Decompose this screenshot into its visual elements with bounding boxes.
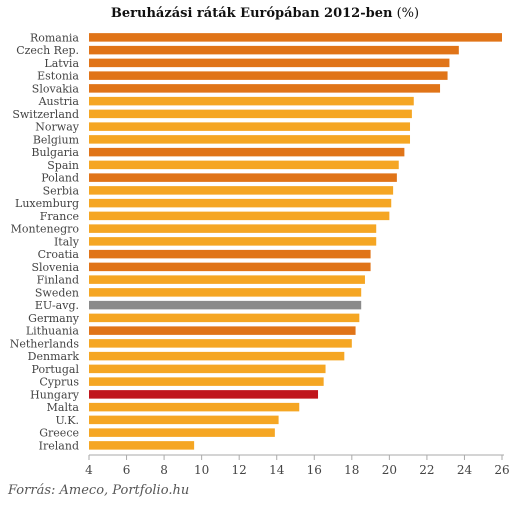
x-tick-label: 12: [232, 463, 247, 477]
bar-belgium: [89, 135, 411, 144]
category-label: Norway: [35, 121, 79, 134]
category-label: Bulgaria: [31, 146, 79, 159]
source-note: Forrás: Ameco, Portfolio.hu: [8, 483, 190, 498]
category-label: Croatia: [38, 248, 80, 261]
x-tick-label: 20: [382, 463, 397, 477]
x-tick-label: 14: [269, 463, 285, 477]
x-tick-label: 24: [457, 463, 473, 477]
bar-czech-rep: [89, 45, 459, 55]
bar-eu-avg: [89, 300, 362, 310]
x-tick-label: 18: [344, 463, 359, 477]
bar-bulgaria: [89, 147, 405, 157]
category-label: Poland: [41, 172, 79, 185]
bar-poland: [89, 173, 397, 182]
bar-slovenia: [89, 262, 371, 272]
x-tick-label: 16: [307, 463, 322, 477]
category-label: Ireland: [39, 439, 79, 452]
bar-estonia: [89, 71, 448, 80]
category-label: Belgium: [33, 133, 80, 146]
bar-sweden: [89, 288, 362, 297]
bar-hungary: [89, 390, 319, 399]
category-label: Montenegro: [11, 223, 80, 236]
bar-germany: [89, 313, 360, 323]
bar-ireland: [89, 441, 195, 450]
chart-title-unit: (%): [396, 6, 420, 21]
bar-cyprus: [89, 377, 324, 386]
category-label: Italy: [54, 235, 80, 248]
category-label: Germany: [28, 312, 80, 325]
bar-austria: [89, 96, 414, 106]
category-label: Netherlands: [10, 337, 80, 350]
category-label: Spain: [47, 159, 79, 172]
chart-title-text: Beruházási ráták Európában 2012-ben: [110, 6, 393, 21]
category-label: Greece: [39, 427, 79, 440]
category-label: Lithuania: [26, 325, 80, 338]
bar-italy: [89, 237, 377, 246]
category-label: Malta: [47, 401, 80, 414]
category-label: Hungary: [30, 388, 80, 401]
x-tick-label: 4: [85, 463, 93, 477]
category-label: Switzerland: [12, 108, 79, 121]
category-label: Denmark: [28, 350, 80, 363]
category-label: Finland: [37, 274, 79, 287]
category-label: France: [40, 210, 79, 223]
category-label: Austria: [38, 95, 80, 108]
bar-greece: [89, 428, 275, 437]
category-label: Slovakia: [32, 82, 80, 95]
bar-spain: [89, 160, 399, 170]
chart-title: Beruházási ráták Európában 2012-ben (%): [0, 6, 530, 21]
category-label: Luxemburg: [15, 197, 79, 210]
category-label: Portugal: [32, 363, 80, 376]
bar-switzerland: [89, 109, 412, 119]
category-label: Estonia: [37, 70, 79, 83]
x-tick-label: 26: [494, 463, 509, 477]
bar-malta: [89, 402, 300, 412]
category-label: Czech Rep.: [16, 44, 79, 57]
category-label: Latvia: [44, 57, 79, 70]
x-tick-label: 10: [194, 463, 209, 477]
category-label: EU-avg.: [35, 299, 79, 312]
x-tick-label: 6: [123, 463, 131, 477]
bar-portugal: [89, 364, 326, 374]
bar-u-k: [89, 415, 279, 425]
bar-latvia: [89, 58, 450, 68]
bar-montenegro: [89, 224, 377, 233]
bar-romania: [89, 33, 502, 42]
bar-slovakia: [89, 84, 441, 93]
bar-norway: [89, 122, 411, 131]
category-label: Serbia: [43, 184, 80, 197]
bar-serbia: [89, 186, 394, 195]
bar-netherlands: [89, 339, 352, 348]
category-label: Sweden: [35, 286, 79, 299]
bar-finland: [89, 275, 365, 284]
x-tick-label: 22: [419, 463, 434, 477]
bar-luxemburg: [89, 198, 392, 208]
bar-france: [89, 211, 390, 221]
category-label: Cyprus: [39, 376, 79, 389]
x-tick-label: 8: [160, 463, 168, 477]
category-label: U.K.: [56, 414, 79, 427]
bar-denmark: [89, 351, 345, 361]
category-label: Romania: [30, 31, 79, 44]
bar-croatia: [89, 249, 371, 259]
bar-lithuania: [89, 326, 356, 335]
category-label: Slovenia: [31, 261, 79, 274]
